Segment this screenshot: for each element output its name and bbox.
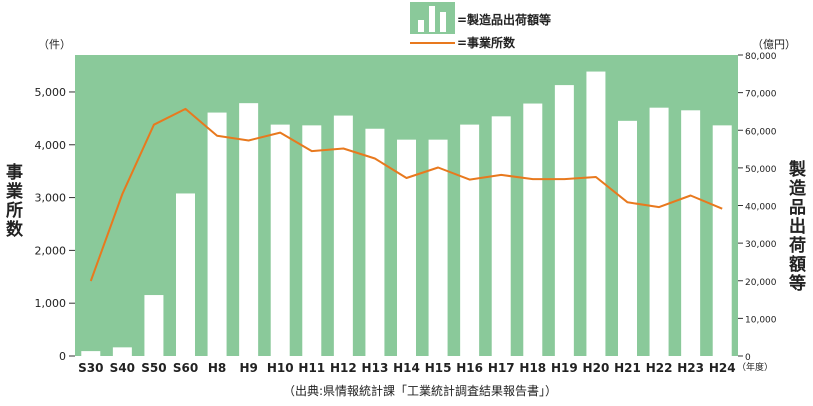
right-tick-label: 20,000	[745, 278, 777, 288]
left-axis-unit: （件）	[38, 38, 71, 51]
bar-h15	[429, 140, 448, 356]
x-tick-label: S50	[141, 361, 166, 375]
right-tick-label: 80,000	[745, 52, 777, 62]
left-tick-label: 0	[59, 350, 66, 363]
x-tick-label: H18	[519, 361, 546, 375]
bar-s60	[176, 193, 195, 356]
x-tick-label: H21	[614, 361, 641, 375]
right-axis-ticks: 0 10,000 20,000 30,000 40,000 50,000 60,000 70,…	[738, 52, 777, 363]
x-tick-label: H9	[239, 361, 257, 375]
bar-h8	[208, 113, 227, 356]
x-tick-label: H17	[488, 361, 515, 375]
bar-h14	[397, 140, 416, 356]
x-tick-label: H24	[709, 361, 736, 375]
x-tick-label: H10	[267, 361, 294, 375]
right-tick-label: 60,000	[745, 127, 777, 137]
bar-h10	[271, 125, 290, 356]
x-axis-unit: （年度）	[737, 361, 773, 373]
bar-h23	[681, 110, 700, 356]
left-axis-ticks: 0 1,000 2,000 3,000 4,000 5,000	[35, 86, 76, 363]
x-tick-label: H8	[208, 361, 226, 375]
right-tick-label: 50,000	[745, 165, 777, 175]
bar-h24	[713, 125, 732, 356]
x-tick-label: H13	[362, 361, 389, 375]
left-tick-label: 3,000	[35, 192, 67, 205]
bar-s50	[144, 295, 163, 356]
left-axis-title: 事業所数	[2, 163, 23, 239]
x-tick-label: H19	[551, 361, 578, 375]
bar-h16	[460, 125, 479, 356]
source-note: （出典:県情報統計課「工業統計調査結果報告書」）	[283, 383, 557, 398]
right-tick-label: 30,000	[745, 240, 777, 250]
right-tick-label: 70,000	[745, 90, 777, 100]
right-tick-label: 10,000	[745, 315, 777, 325]
x-tick-label: S30	[78, 361, 103, 375]
left-tick-label: 1,000	[35, 297, 67, 310]
x-tick-label: H20	[583, 361, 610, 375]
right-axis-unit: （億円）	[752, 38, 796, 51]
bar-h20	[586, 72, 605, 356]
x-tick-label: S60	[173, 361, 198, 375]
bar-h19	[555, 85, 574, 356]
x-tick-label: H23	[677, 361, 704, 375]
bar-h17	[492, 116, 511, 356]
legend-label-establishments: =事業所数	[457, 35, 516, 50]
x-tick-label: H16	[456, 361, 483, 375]
right-tick-label: 40,000	[745, 203, 777, 213]
x-tick-label: S40	[110, 361, 135, 375]
bar-h22	[650, 108, 669, 356]
x-axis-labels: S30 S40 S50 S60 H8 H9 H10 H11 H12 H13 H14 H15 H16 H17…	[78, 361, 735, 375]
bar-h21	[618, 121, 637, 356]
x-tick-label: H11	[298, 361, 325, 375]
bar-h18	[523, 104, 542, 356]
legend-bar-swatch	[410, 2, 455, 34]
right-tick-label: 0	[745, 353, 751, 363]
x-tick-label: H15	[425, 361, 452, 375]
left-tick-label: 2,000	[35, 244, 67, 257]
x-tick-label: H14	[393, 361, 420, 375]
bar-h11	[302, 125, 321, 356]
right-axis-title: 製造品出荷額等	[785, 159, 807, 293]
legend-label-shipment: =製造品出荷額等	[457, 12, 551, 27]
bar-s30	[81, 351, 100, 356]
bar-s40	[113, 347, 132, 356]
legend: =製造品出荷額等 =事業所数	[410, 2, 551, 50]
x-tick-label: H22	[646, 361, 673, 375]
x-tick-label: H12	[330, 361, 357, 375]
left-tick-label: 4,000	[35, 139, 67, 152]
left-tick-label: 5,000	[35, 86, 67, 99]
